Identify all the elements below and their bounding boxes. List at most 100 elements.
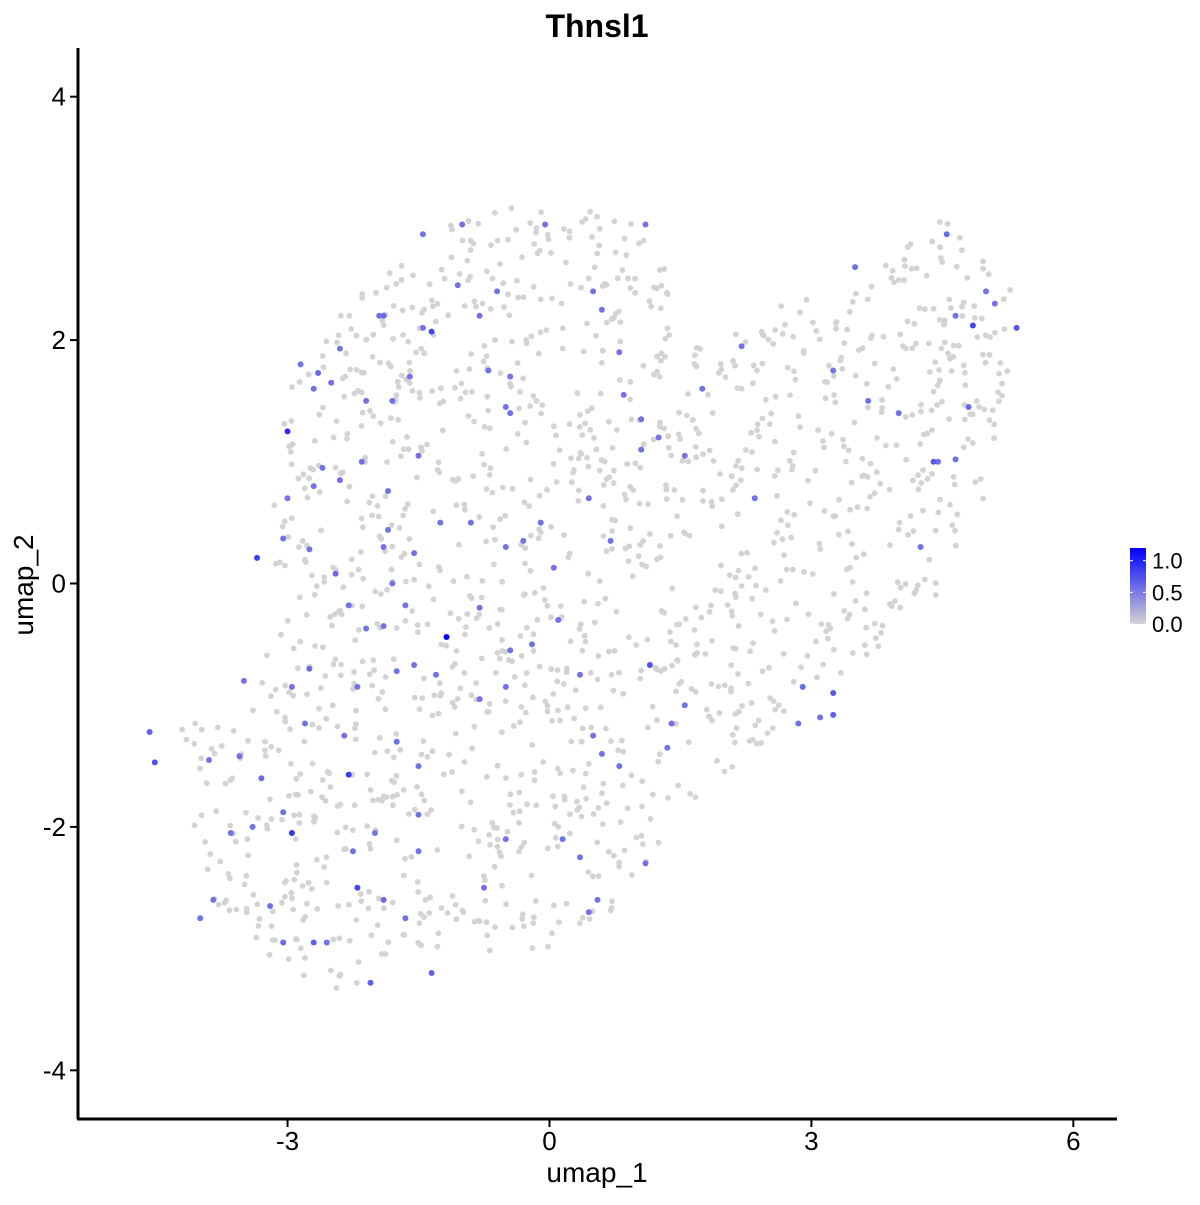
cell-point	[550, 461, 557, 467]
cell-point	[203, 780, 210, 786]
cell-point	[317, 685, 324, 691]
cell-point	[548, 250, 554, 256]
cell-point	[600, 482, 607, 488]
cell-point	[390, 336, 397, 342]
cell-point	[550, 691, 557, 697]
cell-point	[492, 337, 498, 343]
cell-point	[574, 390, 581, 397]
cell-point	[523, 337, 529, 343]
expressed-cell-point	[419, 231, 426, 238]
cell-point	[918, 401, 924, 408]
cell-point	[622, 545, 629, 552]
cell-point	[578, 813, 585, 820]
cell-point	[821, 444, 827, 451]
cell-point	[596, 467, 603, 474]
cell-point	[887, 542, 893, 548]
cell-point	[813, 638, 819, 645]
cell-point	[417, 395, 423, 401]
cell-point	[449, 664, 456, 670]
cell-point	[429, 712, 436, 719]
cell-point	[790, 566, 796, 573]
cell-point	[509, 924, 516, 931]
expressed-cell-point	[310, 385, 317, 392]
expressed-cell-point	[151, 759, 158, 766]
cell-point	[871, 490, 878, 497]
expressed-cell-point	[642, 221, 649, 228]
cell-point	[758, 740, 764, 746]
cell-point	[539, 402, 546, 408]
cell-point	[348, 571, 355, 578]
cell-point	[859, 455, 866, 462]
cell-point	[788, 534, 795, 541]
expressed-cell-point	[952, 312, 959, 319]
cell-point	[222, 780, 229, 787]
cell-point	[654, 353, 660, 360]
cell-point	[567, 830, 573, 837]
cell-point	[658, 608, 665, 614]
expressed-cell-point	[363, 397, 370, 404]
cell-point	[465, 277, 472, 284]
cell-point	[282, 718, 289, 725]
cell-point	[492, 924, 498, 930]
cell-point	[644, 636, 651, 643]
cell-point	[996, 398, 1002, 405]
cell-point	[245, 737, 251, 744]
cell-point	[732, 331, 739, 338]
cell-point	[393, 837, 400, 844]
cell-point	[874, 435, 880, 441]
cell-point	[685, 458, 692, 465]
cell-point	[545, 236, 552, 243]
cell-point	[561, 532, 567, 538]
cell-point	[276, 559, 283, 566]
cell-point	[255, 815, 261, 821]
cell-point	[485, 708, 492, 715]
x-axis-ticks: -3 0 3 6	[276, 1119, 1081, 1156]
cell-point	[319, 777, 326, 783]
cell-point	[812, 467, 819, 474]
cell-point	[766, 664, 772, 671]
cell-point	[484, 393, 491, 400]
cell-point	[831, 591, 837, 597]
expressed-cell-point	[642, 860, 649, 867]
cell-point	[1004, 368, 1011, 375]
expressed-cell-point	[236, 753, 243, 760]
cell-point	[409, 388, 416, 394]
expressed-cell-point	[502, 683, 509, 690]
cell-point	[409, 304, 416, 311]
cell-point	[320, 364, 327, 371]
expressed-cell-point	[345, 771, 352, 778]
cell-point	[409, 608, 416, 614]
cell-point	[458, 788, 465, 795]
cell-point	[596, 225, 603, 232]
cell-point	[667, 532, 674, 539]
cell-point	[936, 367, 942, 373]
cell-point	[724, 602, 731, 608]
cell-point	[521, 839, 528, 846]
cell-point	[845, 528, 851, 535]
expressed-cell-point	[415, 452, 422, 459]
cell-point	[647, 816, 654, 822]
cell-point	[960, 444, 967, 451]
cell-point	[863, 624, 870, 631]
expressed-cell-point	[284, 495, 291, 502]
cell-point	[955, 342, 962, 349]
cell-point	[702, 651, 709, 657]
cell-point	[749, 595, 755, 602]
cell-point	[304, 691, 310, 698]
cell-point	[768, 410, 775, 417]
cell-point	[503, 446, 510, 452]
cell-point	[395, 383, 402, 390]
cell-point	[436, 400, 443, 407]
cell-point	[941, 317, 948, 324]
cell-point	[781, 552, 787, 558]
cell-point	[544, 602, 551, 609]
cell-point	[491, 863, 498, 870]
cell-point	[346, 901, 352, 908]
cell-point	[425, 583, 432, 590]
cell-point	[523, 670, 530, 676]
cell-point	[594, 213, 600, 220]
cell-point	[749, 449, 755, 455]
cell-point	[929, 427, 935, 433]
cell-point	[400, 787, 407, 793]
